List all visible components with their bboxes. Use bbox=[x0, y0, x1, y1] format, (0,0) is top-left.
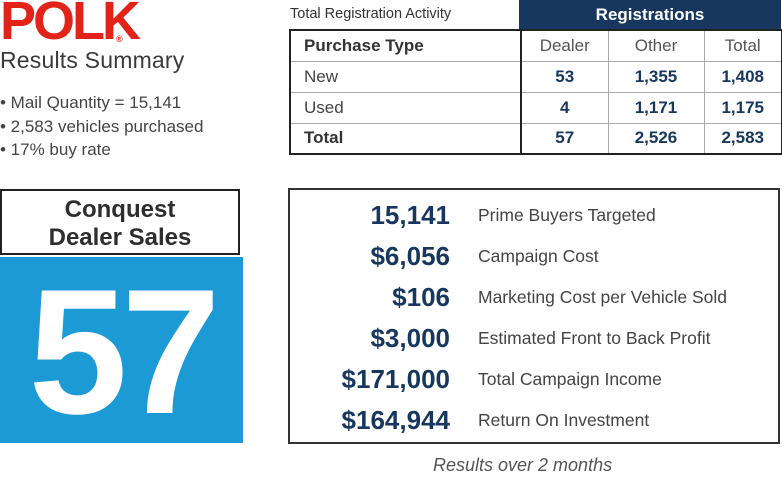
metric-value: $171,000 bbox=[341, 364, 450, 394]
column-header-purchase-type: Purchase Type bbox=[289, 29, 522, 62]
metric-label: Marketing Cost per Vehicle Sold bbox=[478, 287, 728, 307]
cell-used-dealer: 4 bbox=[521, 92, 609, 124]
metric-row-front-to-back-profit: $3,000 Estimated Front to Back Profit bbox=[290, 318, 778, 358]
metric-label: Estimated Front to Back Profit bbox=[478, 328, 711, 348]
logo-wordmark: POLK bbox=[0, 0, 141, 51]
cell-new-dealer: 53 bbox=[521, 61, 609, 93]
cell-new-total: 1,408 bbox=[704, 61, 782, 93]
conquest-value: 57 bbox=[28, 252, 221, 451]
conquest-label-line1: Conquest bbox=[64, 196, 176, 223]
conquest-label: Conquest Dealer Sales bbox=[2, 196, 238, 252]
column-header-dealer: Dealer bbox=[521, 29, 609, 62]
conquest-value-panel: 57 bbox=[0, 257, 243, 443]
metrics-panel: 15,141 Prime Buyers Targeted $6,056 Camp… bbox=[288, 188, 780, 444]
metric-value: $6,056 bbox=[370, 241, 450, 271]
metric-label: Total Campaign Income bbox=[478, 369, 662, 389]
cell-total-total: 2,583 bbox=[704, 123, 782, 155]
metric-label: Return On Investment bbox=[478, 410, 650, 430]
row-label-new: New bbox=[289, 61, 522, 93]
metric-row-cost-per-vehicle: $106 Marketing Cost per Vehicle Sold bbox=[290, 277, 778, 317]
column-header-total: Total bbox=[704, 29, 782, 62]
metric-row-roi: $164,944 Return On Investment bbox=[290, 400, 778, 440]
bullet-vehicles-purchased: • 2,583 vehicles purchased bbox=[0, 116, 204, 136]
cell-used-total: 1,175 bbox=[704, 92, 782, 124]
bullet-buy-rate: • 17% buy rate bbox=[0, 140, 111, 159]
registrations-header: Registrations bbox=[519, 0, 781, 29]
bullet-mail-quantity: • Mail Quantity = 15,141 bbox=[0, 93, 182, 112]
cell-total-dealer: 57 bbox=[521, 123, 609, 155]
summary-bullets: • Mail Quantity = 15,141 • 2,583 vehicle… bbox=[0, 91, 203, 162]
metric-row-prime-buyers: 15,141 Prime Buyers Targeted bbox=[290, 195, 778, 235]
conquest-label-line2: Dealer Sales bbox=[48, 224, 192, 251]
cell-used-other: 1,171 bbox=[608, 92, 705, 124]
column-header-other: Other bbox=[608, 29, 705, 62]
row-label-used: Used bbox=[289, 92, 522, 124]
table-row: Used 4 1,171 1,175 bbox=[289, 92, 782, 124]
polk-logo: POLK ® bbox=[0, 0, 141, 48]
results-summary-title: Results Summary bbox=[0, 47, 185, 73]
metric-label: Prime Buyers Targeted bbox=[478, 205, 656, 225]
metric-value: $164,944 bbox=[341, 405, 450, 435]
metric-value: $3,000 bbox=[370, 323, 450, 353]
footnote: Results over 2 months bbox=[433, 455, 613, 475]
metric-value: $106 bbox=[392, 282, 450, 312]
cell-total-other: 2,526 bbox=[608, 123, 705, 155]
table-row: New 53 1,355 1,408 bbox=[289, 61, 782, 93]
metric-label: Campaign Cost bbox=[478, 246, 599, 266]
table-title: Total Registration Activity bbox=[290, 6, 452, 22]
registered-mark: ® bbox=[116, 34, 123, 44]
registration-table: Purchase Type Dealer Other Total New 53 … bbox=[289, 29, 782, 155]
metric-value: 15,141 bbox=[370, 200, 450, 230]
metric-row-campaign-income: $171,000 Total Campaign Income bbox=[290, 359, 778, 399]
table-row-total: Total 57 2,526 2,583 bbox=[289, 123, 782, 155]
metric-row-campaign-cost: $6,056 Campaign Cost bbox=[290, 236, 778, 276]
cell-new-other: 1,355 bbox=[608, 61, 705, 93]
row-label-total: Total bbox=[289, 123, 522, 155]
conquest-label-box: Conquest Dealer Sales bbox=[0, 189, 240, 255]
table-header-row: Purchase Type Dealer Other Total bbox=[289, 29, 782, 62]
